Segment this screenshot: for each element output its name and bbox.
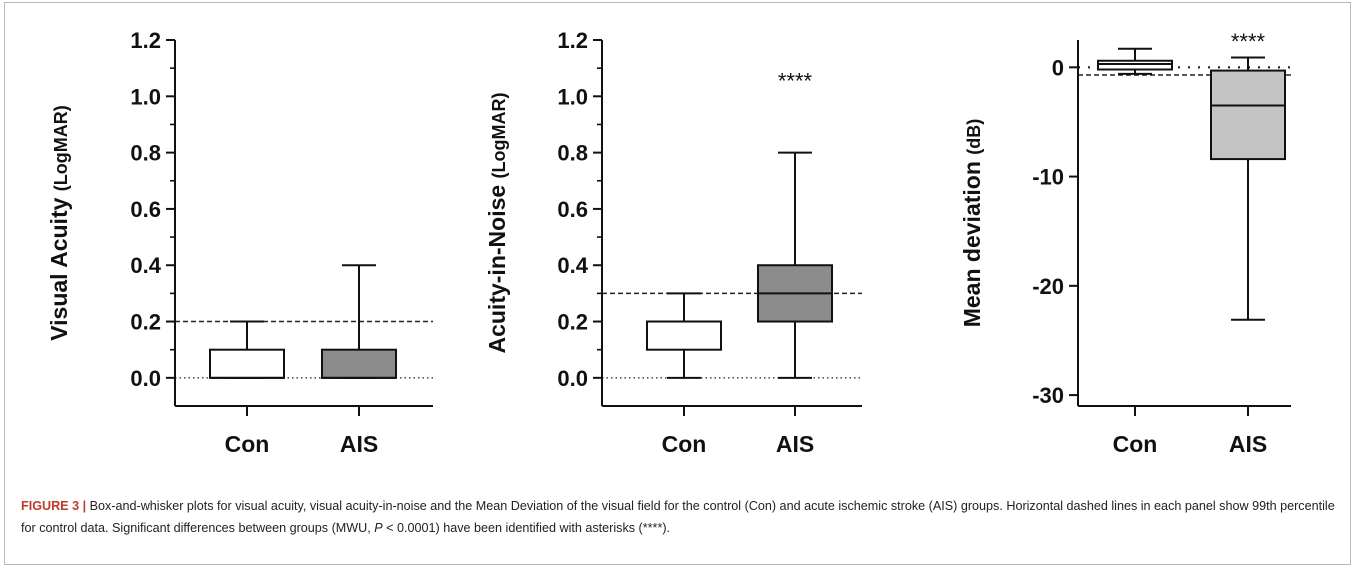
panel-3: -30 -20 -10 0 Con AIS Mean deviation (dB) **** bbox=[959, 29, 1291, 457]
panel-3-y-tick-label: -10 bbox=[1032, 165, 1064, 190]
panel-2-y-tick-label: 0.0 bbox=[557, 366, 588, 391]
panel-2-box-ais bbox=[757, 151, 833, 379]
panel-2-significance-asterisks: **** bbox=[778, 68, 813, 93]
panel-2-x-category-label: Con bbox=[662, 431, 707, 457]
panel-3-box-ais bbox=[1210, 56, 1286, 321]
panel-3-box-ais-iqr bbox=[1210, 69, 1286, 161]
panel-2-y-tick-label: 0.6 bbox=[557, 197, 588, 222]
panel-3-x-category-label: AIS bbox=[1229, 431, 1267, 457]
panel-1-y-axis-title-main: Visual Acuity bbox=[46, 191, 72, 341]
panel-3-y-axis-title: Mean deviation (dB) bbox=[959, 119, 985, 328]
panel-2-x-category-label: AIS bbox=[776, 431, 814, 457]
panel-3-y-axis-title-unit: (dB) bbox=[964, 119, 984, 155]
panel-1-y-tick-label: 1.2 bbox=[130, 28, 161, 53]
panel-3-box-con bbox=[1097, 47, 1173, 75]
panel-3-box-con-iqr bbox=[1097, 59, 1173, 71]
panel-1: 0.0 0.2 0.4 0.6 0.8 1.0 1.2 Con AIS Visual Acuity… bbox=[46, 28, 433, 457]
panel-1-x-category-label: AIS bbox=[340, 431, 378, 457]
caption-figure-label: FIGURE 3 | bbox=[21, 499, 87, 513]
panel-1-box-con bbox=[209, 320, 285, 379]
figure-caption: FIGURE 3 | Box-and-whisker plots for vis… bbox=[21, 495, 1346, 539]
panel-1-y-tick-label: 0.6 bbox=[130, 197, 161, 222]
panel-1-box-ais bbox=[321, 264, 397, 379]
panel-2-y-axis-title: Acuity-in-Noise (LogMAR) bbox=[484, 92, 510, 353]
panel-2-y-tick-label: 1.2 bbox=[557, 28, 588, 53]
panel-1-y-axis-title-unit: (LogMAR) bbox=[51, 105, 71, 191]
panel-3-y-tick-label: -30 bbox=[1032, 383, 1064, 408]
figure-frame: 0.0 0.2 0.4 0.6 0.8 1.0 1.2 Con AIS Visual Acuity… bbox=[4, 2, 1351, 565]
panel-1-box-con-iqr bbox=[209, 348, 285, 379]
caption-text-start: Box-and-whisker plots for visual acuity,… bbox=[21, 499, 1335, 535]
panel-3-y-axis-title-main: Mean deviation bbox=[959, 155, 985, 328]
panel-2-y-axis-title-main: Acuity-in-Noise bbox=[484, 178, 510, 353]
panel-1-y-tick-label: 1.0 bbox=[130, 84, 161, 109]
panel-2-box-con-iqr bbox=[646, 320, 722, 351]
panel-1-y-tick-label: 0.2 bbox=[130, 310, 161, 335]
panel-3-y-tick-label: -20 bbox=[1032, 274, 1064, 299]
caption-p-symbol: P bbox=[374, 521, 383, 535]
figure-panels: 0.0 0.2 0.4 0.6 0.8 1.0 1.2 Con AIS Visual Acuity… bbox=[46, 28, 1291, 457]
panel-1-box-ais-iqr bbox=[321, 348, 397, 379]
panel-2-y-tick-label: 1.0 bbox=[557, 84, 588, 109]
panel-2-y-tick-label: 0.8 bbox=[557, 141, 588, 166]
panel-1-y-tick-label: 0.0 bbox=[130, 366, 161, 391]
panel-1-y-tick-label: 0.4 bbox=[130, 253, 161, 278]
panel-2: 0.0 0.2 0.4 0.6 0.8 1.0 1.2 Con AIS Acuity-in-Noi… bbox=[484, 28, 862, 457]
panel-2-y-tick-label: 0.4 bbox=[557, 253, 588, 278]
panel-3-x-category-label: Con bbox=[1113, 431, 1158, 457]
panel-1-y-axis-title: Visual Acuity (LogMAR) bbox=[46, 105, 72, 341]
panel-3-significance-asterisks: **** bbox=[1231, 29, 1266, 54]
panel-3-y-tick-label: 0 bbox=[1052, 55, 1064, 80]
panel-1-x-category-label: Con bbox=[225, 431, 270, 457]
panel-2-y-tick-label: 0.2 bbox=[557, 310, 588, 335]
panel-2-y-axis-title-unit: (LogMAR) bbox=[489, 92, 509, 178]
caption-text-end: < 0.0001) have been identified with aste… bbox=[382, 521, 671, 535]
panel-2-box-con bbox=[646, 292, 722, 379]
panel-1-y-tick-label: 0.8 bbox=[130, 141, 161, 166]
